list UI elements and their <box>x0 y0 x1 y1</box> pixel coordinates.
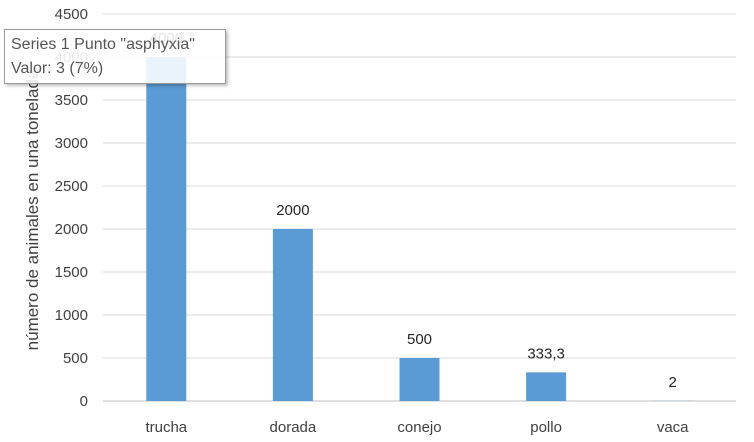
data-label: 2 <box>669 374 677 391</box>
bar[interactable] <box>146 57 187 401</box>
y-tick-label: 500 <box>63 350 88 367</box>
y-tick-label: 2500 <box>55 178 88 195</box>
data-label: 2000 <box>276 202 309 219</box>
y-tick-label: 4500 <box>55 6 88 23</box>
y-tick-label: 1500 <box>55 264 88 281</box>
y-tick-label: 2000 <box>55 221 88 238</box>
x-tick-label: vaca <box>657 419 689 436</box>
y-axis-ticks: 050010001500200025003000350040004500 <box>55 6 88 410</box>
bar[interactable] <box>272 229 313 401</box>
x-axis-ticks: trucha dorada conejo pollo vaca <box>145 419 689 436</box>
data-labels: 40002000500333,32 <box>150 30 677 391</box>
bar[interactable] <box>399 358 440 401</box>
x-tick-label: trucha <box>145 419 187 436</box>
data-label: 500 <box>407 331 432 348</box>
data-label: 333,3 <box>527 345 565 362</box>
data-point-tooltip: Series 1 Punto "asphyxia" Valor: 3 (7%) <box>4 29 226 84</box>
bar[interactable] <box>526 372 567 401</box>
tooltip-series-point: Series 1 Punto "asphyxia" <box>11 36 195 53</box>
y-axis-title: número de animales en una tonelada <box>23 69 42 350</box>
tooltip-value: Valor: 3 (7%) <box>11 60 104 77</box>
y-tick-label: 0 <box>80 393 88 410</box>
y-tick-label: 3500 <box>55 92 88 109</box>
x-tick-label: dorada <box>270 419 317 436</box>
y-tick-label: 1000 <box>55 307 88 324</box>
x-tick-label: pollo <box>530 419 562 436</box>
bars <box>146 57 693 401</box>
x-tick-label: conejo <box>397 419 441 436</box>
y-tick-label: 3000 <box>55 135 88 152</box>
gridlines <box>103 13 736 402</box>
